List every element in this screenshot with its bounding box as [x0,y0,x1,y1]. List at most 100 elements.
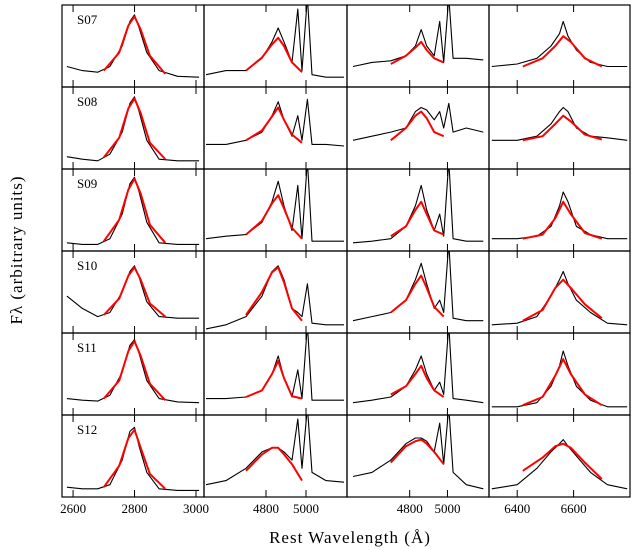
x-tick-label: 2800 [122,501,148,516]
panel-frame [488,332,631,416]
spectrum-line [352,333,484,404]
spectrum-line [390,200,445,238]
x-tick-label: 3000 [183,501,209,516]
panel [66,339,200,404]
panel [352,415,484,490]
x-tick-label: 5000 [434,501,460,516]
panel-frame [203,414,348,498]
spectrum-line [206,333,344,401]
x-axis-label: Rest Wavelength (Å) [269,528,431,547]
panel [66,14,200,78]
panel-frame [488,4,631,88]
panel-frame [203,332,348,416]
spectrum-line [206,98,345,147]
spectrum-line [352,251,484,322]
panel-label: S11 [77,340,97,355]
spectrum-line [66,96,200,162]
panel [491,439,628,490]
spectrum-line [491,20,628,68]
spectrum-line [103,266,166,318]
panel [352,333,484,404]
panel-frame [346,168,490,252]
panel [206,98,345,147]
spectrum-line [245,194,303,240]
spectrum-line [390,40,445,65]
spectrum-line [352,169,484,244]
spectrum-line [66,339,200,404]
x-tick-label: 4800 [253,501,279,516]
spectrum-line [205,415,345,486]
spectrum-line [245,266,303,322]
panel-label: S10 [77,258,97,273]
spectrum-line [245,106,303,144]
panel-label: S07 [77,12,98,27]
spectrum-line [66,426,200,491]
panel [352,5,484,68]
spectrum-line [102,428,166,490]
spectrum-line [491,106,628,141]
spectrum-line [352,415,484,490]
panel [205,169,344,242]
panel [491,106,628,142]
panel-label: S08 [77,94,97,109]
panel-frame [203,4,348,88]
spectrum-line [491,270,628,326]
spectrum-line [102,177,167,244]
panel-label: S12 [77,422,97,437]
spectrum-line [390,274,445,318]
panel [66,96,200,162]
spectrum-line [66,176,200,245]
panel [352,169,484,244]
spectrum-line [103,97,167,160]
spectrum-line [390,110,445,142]
spectrum-line [245,446,303,482]
x-tick-label: 2600 [60,501,86,516]
panel [491,270,628,326]
spectrum-line [522,114,603,142]
spectrum-line [390,438,445,465]
panel [491,191,628,240]
x-tick-label: 6400 [504,501,530,516]
spectrum-line [103,15,167,75]
panel [491,20,628,68]
panel [66,176,200,245]
panel [491,350,628,408]
spectrum-line [245,359,303,400]
spectrum-line [352,102,484,141]
panel [205,415,345,486]
panel-frame [203,250,348,334]
panel-frame [203,86,348,170]
spectrum-line [205,5,344,78]
y-axis-label: Fλ (arbitrary units) [7,175,26,324]
panel-frame [488,250,631,334]
spectrum-line [491,191,628,240]
panel [205,5,344,78]
spectrum-line [491,439,628,490]
spectrum-line [205,265,344,330]
x-tick-label: 5000 [293,501,319,516]
spectrum-line [522,35,603,68]
panel [205,265,344,330]
panel-frame [488,86,631,170]
panel-label: S09 [77,176,97,191]
x-tick-label: 4800 [397,501,423,516]
panel-frame [488,414,631,498]
spectrum-line [522,442,603,480]
panel [352,102,484,142]
spectrum-line [103,340,167,401]
panel [352,251,484,322]
spectrum-line [352,5,484,68]
panel [66,426,200,491]
spectrum-line [522,278,603,322]
panel [66,265,200,319]
x-tick-label: 6600 [561,501,587,516]
spectrum-line [522,358,603,407]
spectrum-line [522,200,603,240]
panel [206,333,344,401]
spectrum-line [491,350,628,408]
spectrum-line [245,36,303,73]
spectrum-line [66,265,200,319]
panel-frame [203,168,348,252]
panel-frame [346,332,490,416]
